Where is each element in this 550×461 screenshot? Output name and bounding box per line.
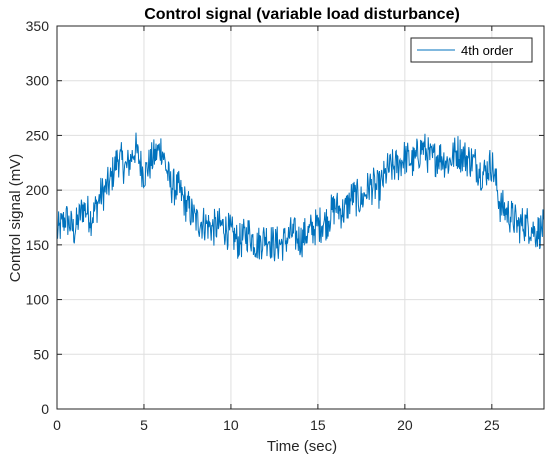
x-tick-label: 20 [397, 417, 413, 433]
y-tick-label: 150 [26, 237, 50, 253]
y-tick-label: 0 [41, 401, 49, 417]
x-tick-label: 15 [310, 417, 326, 433]
y-tick-label: 300 [26, 73, 50, 89]
y-tick-label: 250 [26, 127, 50, 143]
y-tick-label: 50 [33, 346, 49, 362]
y-axis-title: Control signal (mV) [7, 154, 24, 282]
x-tick-label: 5 [140, 417, 148, 433]
y-tick-label: 350 [26, 18, 50, 34]
axes-box [56, 25, 545, 410]
y-tick-label: 100 [26, 292, 50, 308]
x-axis-title: Time (sec) [267, 438, 337, 455]
x-tick-label: 10 [223, 417, 239, 433]
x-tick-label: 25 [484, 417, 500, 433]
x-tick-label: 0 [53, 417, 61, 433]
legend-label: 4th order [461, 43, 514, 58]
series-line-4th-order [56, 132, 545, 262]
y-tick-label: 200 [26, 182, 50, 198]
chart-title: Control signal (variable load disturbanc… [144, 6, 460, 23]
